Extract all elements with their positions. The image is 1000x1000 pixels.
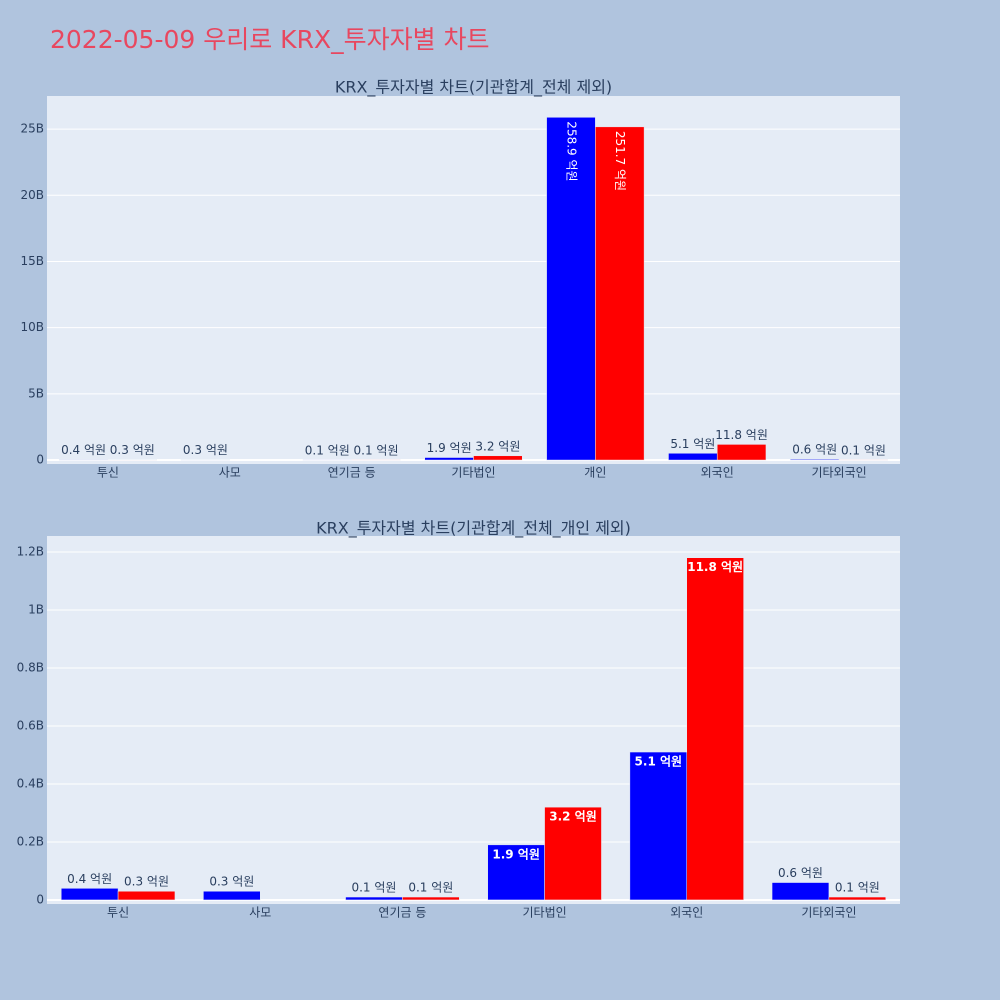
x-tick-label: 기타법인: [451, 466, 495, 480]
data-label: 0.4 억원: [67, 872, 112, 886]
x-tick-label: 사모: [219, 466, 241, 480]
data-label: 0.1 억원: [354, 443, 399, 457]
data-label: 3.2 억원: [549, 810, 597, 824]
plot-area: [47, 96, 900, 464]
y-tick-label: 1B: [28, 602, 44, 616]
chart-title: KRX_투자자별 차트(기관합계_전체_개인 제외): [316, 519, 631, 539]
data-label: 251.7 억원: [613, 131, 627, 191]
bar: [716, 444, 767, 461]
bar: [473, 455, 523, 461]
bar: [828, 896, 887, 901]
y-tick-label: 0.2B: [17, 834, 44, 848]
bar: [345, 896, 403, 901]
y-tick-label: 0.6B: [17, 718, 44, 732]
bar: [58, 459, 109, 461]
data-label: 0.1 억원: [408, 881, 453, 895]
data-label: 1.9 억원: [427, 441, 472, 455]
bar: [117, 890, 176, 901]
page-title: 2022-05-09 우리로 KRX_투자자별 차트: [50, 25, 490, 54]
x-tick-label: 사모: [249, 906, 271, 920]
data-label: 11.8 억원: [715, 428, 768, 442]
y-tick-label: 1.2B: [17, 544, 44, 558]
bar: [203, 890, 261, 901]
data-label: 0.1 억원: [305, 443, 350, 457]
bar: [771, 882, 830, 901]
x-tick-label: 투신: [97, 466, 119, 480]
bar: [629, 751, 688, 901]
data-label: 0.3 억원: [183, 443, 228, 457]
bar: [402, 896, 460, 901]
data-label: 0.3 억원: [110, 443, 155, 457]
data-label: 0.1 억원: [351, 881, 396, 895]
y-tick-label: 25B: [20, 122, 44, 136]
y-tick-label: 0: [36, 453, 44, 467]
data-label: 11.8 억원: [687, 560, 743, 574]
x-tick-label: 연기금 등: [328, 466, 376, 480]
y-tick-label: 20B: [20, 188, 44, 202]
data-label: 3.2 억원: [475, 439, 520, 453]
y-tick-label: 15B: [20, 254, 44, 268]
data-label: 0.6 억원: [778, 866, 823, 880]
bar: [544, 806, 602, 901]
bar: [424, 457, 474, 461]
x-tick-label: 기타외국인: [801, 906, 856, 920]
y-tick-label: 10B: [20, 320, 44, 334]
data-label: 0.4 억원: [61, 443, 106, 457]
data-label: 1.9 억원: [492, 847, 540, 861]
data-label: 5.1 억원: [635, 755, 683, 769]
y-tick-label: 5B: [28, 386, 44, 400]
data-label: 0.1 억원: [841, 443, 886, 457]
data-label: 0.3 억원: [124, 875, 169, 889]
bar: [487, 844, 545, 901]
y-tick-label: 0.4B: [17, 776, 44, 790]
data-label: 0.6 억원: [792, 443, 837, 457]
bar: [60, 888, 119, 901]
data-label: 5.1 억원: [670, 437, 715, 451]
bar: [595, 126, 645, 461]
x-tick-label: 외국인: [670, 906, 703, 920]
chart-title: KRX_투자자별 차트(기관합계_전체 제외): [335, 78, 612, 98]
bar: [790, 458, 840, 461]
x-tick-label: 투신: [107, 906, 129, 920]
y-tick-label: 0: [36, 892, 44, 906]
x-tick-label: 기타법인: [522, 906, 566, 920]
bar: [668, 453, 718, 461]
plot-area: [47, 536, 900, 904]
y-tick-label: 0.8B: [17, 660, 44, 674]
data-label: 258.9 억원: [564, 121, 578, 181]
data-label: 0.3 억원: [209, 875, 254, 889]
data-label: 0.1 억원: [835, 881, 880, 895]
x-tick-label: 기타외국인: [811, 466, 866, 480]
bar: [686, 557, 744, 901]
x-tick-label: 개인: [584, 466, 606, 480]
x-tick-label: 외국인: [701, 466, 734, 480]
x-tick-label: 연기금 등: [378, 906, 426, 920]
